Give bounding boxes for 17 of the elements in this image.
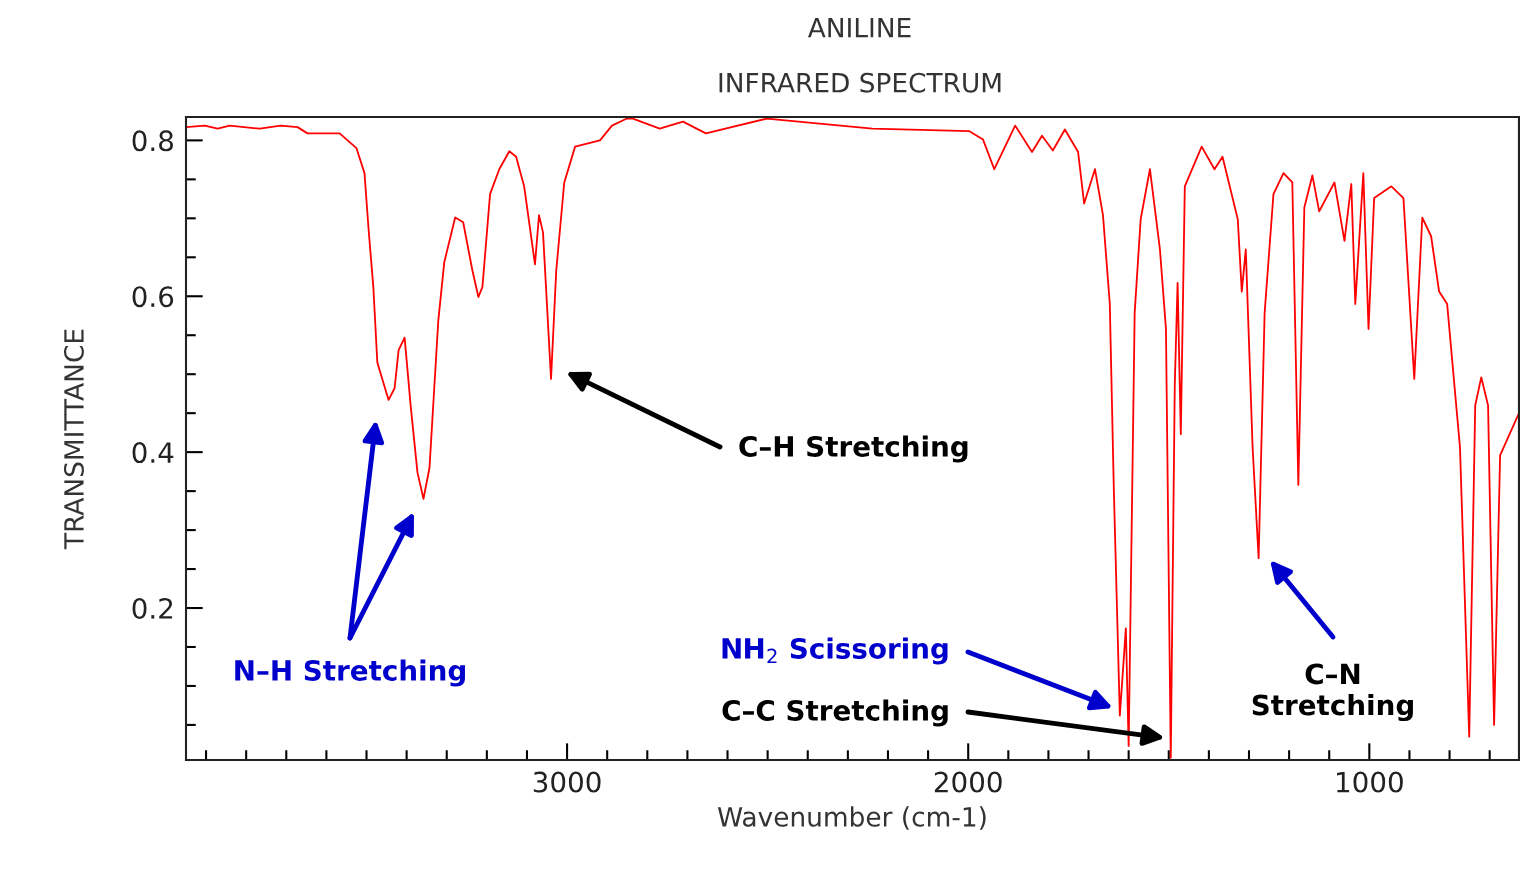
annotation: C–C Stretching bbox=[722, 699, 948, 727]
y-tick-label: 0.2 bbox=[132, 597, 173, 619]
y-tick-label: 0.4 bbox=[132, 442, 174, 464]
x-tick-label: 1000 bbox=[1337, 771, 1403, 793]
y-tick-label: 0.6 bbox=[132, 286, 174, 308]
y-axis-title: TRANSMITTANCE bbox=[63, 329, 84, 550]
chart-subtitle: INFRARED SPECTRUM bbox=[719, 72, 1001, 93]
x-axis-title: Wavenumber (cm-1) bbox=[717, 806, 986, 830]
line-series bbox=[186, 117, 1519, 759]
chart-title: ANILINE bbox=[807, 18, 911, 38]
annotation: NH$_{2}$ Scissoring bbox=[722, 637, 948, 665]
annotation: C–H Stretching bbox=[739, 435, 968, 463]
x-tick-label: 2000 bbox=[934, 771, 1002, 793]
x-tick-label: 3000 bbox=[533, 771, 601, 793]
y-tick-label: 0.8 bbox=[132, 130, 173, 152]
annotation: N–H Stretching bbox=[235, 659, 465, 687]
annotation: C–N Stretching bbox=[1252, 663, 1413, 722]
